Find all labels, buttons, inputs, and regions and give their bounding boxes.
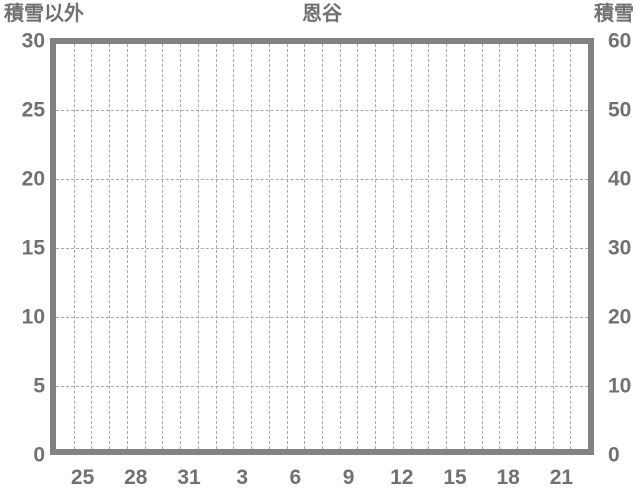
x-tick-label: 21 (549, 466, 574, 489)
vertical-gridline (570, 44, 572, 449)
vertical-gridline (534, 44, 536, 449)
horizontal-gridline (56, 110, 588, 111)
y-tick-label: 20 (21, 167, 45, 191)
vertical-gridline (481, 44, 483, 449)
x-tick-label: 3 (236, 466, 249, 489)
vertical-gridline (552, 44, 554, 449)
vertical-gridline (357, 44, 359, 449)
y-tick-label: 40 (608, 167, 632, 191)
x-tick-label: 28 (124, 466, 148, 489)
vertical-gridline (268, 44, 270, 449)
y-tick-label: 5 (33, 374, 45, 398)
chart-title: 恩谷 (302, 3, 342, 25)
y-tick-label: 0 (33, 443, 45, 467)
y-tick-label: 10 (21, 305, 45, 329)
left-axis-title: 積雪以外 (4, 3, 84, 25)
vertical-gridline (109, 44, 111, 449)
vertical-gridline (162, 44, 164, 449)
vertical-gridline (446, 44, 448, 449)
x-tick-label: 18 (496, 466, 520, 489)
vertical-gridline (304, 44, 306, 449)
y-tick-label: 10 (608, 374, 632, 398)
vertical-gridline (233, 44, 235, 449)
x-axis-ticks: 25 28 31 3 6 9 12 15 18 21 (56, 467, 588, 493)
vertical-gridline (375, 44, 377, 449)
vertical-gridline (428, 44, 430, 449)
y-tick-label: 30 (21, 29, 45, 53)
x-tick-label: 15 (443, 466, 467, 489)
right-axis-ticks: 60 50 40 30 20 10 0 (608, 31, 636, 466)
vertical-gridline (322, 44, 323, 449)
horizontal-gridline (56, 248, 588, 249)
right-axis-title: 積雪 (594, 3, 634, 25)
vertical-gridline (215, 44, 217, 449)
y-tick-label: 0 (608, 443, 620, 467)
horizontal-gridline (56, 178, 588, 180)
vertical-gridline (144, 44, 146, 449)
vertical-gridline (410, 44, 412, 449)
y-tick-label: 30 (608, 236, 632, 260)
vertical-gridline (392, 44, 394, 449)
vertical-gridline (339, 44, 341, 449)
vertical-gridline (126, 44, 128, 449)
x-tick-label: 12 (390, 466, 414, 489)
x-tick-label: 31 (177, 466, 201, 489)
vertical-gridline (91, 44, 93, 449)
vertical-gridline (180, 44, 182, 449)
x-tick-label: 6 (289, 466, 302, 489)
vertical-gridline (197, 44, 199, 449)
y-tick-label: 15 (21, 236, 45, 260)
horizontal-gridline (56, 317, 588, 318)
vertical-gridline (251, 44, 253, 449)
y-tick-label: 50 (608, 98, 632, 122)
x-tick-label: 9 (342, 466, 355, 489)
vertical-gridline (499, 44, 501, 449)
plot-area (50, 38, 594, 455)
x-tick-label: 25 (70, 466, 95, 489)
vertical-gridline (73, 44, 75, 449)
left-axis-ticks: 30 25 20 15 10 5 0 (0, 31, 45, 466)
vertical-gridline (463, 44, 465, 449)
y-tick-label: 20 (608, 305, 632, 329)
horizontal-gridline (56, 386, 588, 387)
y-tick-label: 25 (21, 98, 45, 122)
y-tick-label: 60 (608, 29, 632, 53)
vertical-gridline (517, 44, 519, 449)
vertical-gridline (286, 44, 288, 449)
